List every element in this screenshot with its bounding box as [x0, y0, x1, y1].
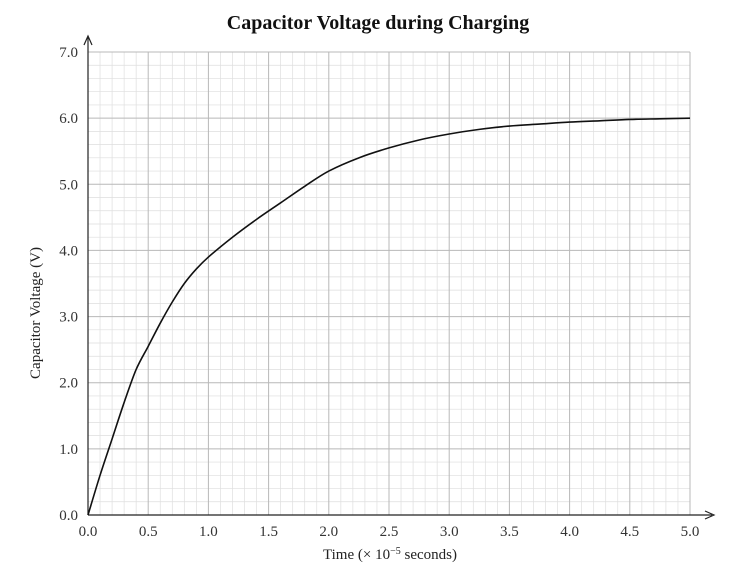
- x-tick-label: 0.0: [79, 524, 98, 540]
- x-tick-label: 3.5: [500, 524, 519, 540]
- x-tick-label: 1.0: [199, 524, 218, 540]
- y-tick-label: 2.0: [59, 376, 78, 392]
- x-axis-label-suffix: seconds): [401, 547, 457, 563]
- y-tick-labels: 0.0 1.0 2.0 3.0 4.0 5.0 6.0 7.0: [59, 45, 78, 524]
- y-tick-label: 4.0: [59, 243, 78, 259]
- y-axis-arrowhead: [83, 34, 93, 46]
- y-tick-label: 6.0: [59, 111, 78, 127]
- x-tick-label: 5.0: [681, 524, 700, 540]
- y-tick-label: 0.0: [59, 508, 78, 524]
- minor-grid: [88, 52, 690, 515]
- x-tick-label: 4.0: [560, 524, 579, 540]
- x-tick-label: 2.5: [380, 524, 399, 540]
- y-axis-label: Capacitor Voltage (V): [28, 247, 44, 379]
- x-axis-label: Time (× 10−5 seconds): [323, 546, 457, 564]
- y-tick-label: 7.0: [59, 45, 78, 61]
- x-tick-label: 2.0: [319, 524, 338, 540]
- x-tick-labels: 0.0 0.5 1.0 1.5 2.0 2.5 3.0 3.5 4.0 4.5 5.0: [79, 524, 700, 540]
- chart-title: Capacitor Voltage during Charging: [227, 12, 529, 34]
- axes: [83, 34, 716, 520]
- x-axis-label-prefix: Time (× 10: [323, 547, 390, 563]
- series-layer: [87, 117, 691, 516]
- y-tick-label: 1.0: [59, 442, 78, 458]
- y-tick-label: 3.0: [59, 310, 78, 326]
- x-tick-label: 0.5: [139, 524, 158, 540]
- voltage-curve: [87, 117, 691, 516]
- x-tick-label: 1.5: [259, 524, 278, 540]
- x-axis-arrowhead: [704, 510, 716, 520]
- x-tick-label: 3.0: [440, 524, 459, 540]
- x-tick-label: 4.5: [620, 524, 639, 540]
- x-axis-label-exponent: −5: [390, 546, 401, 557]
- y-tick-label: 5.0: [59, 177, 78, 193]
